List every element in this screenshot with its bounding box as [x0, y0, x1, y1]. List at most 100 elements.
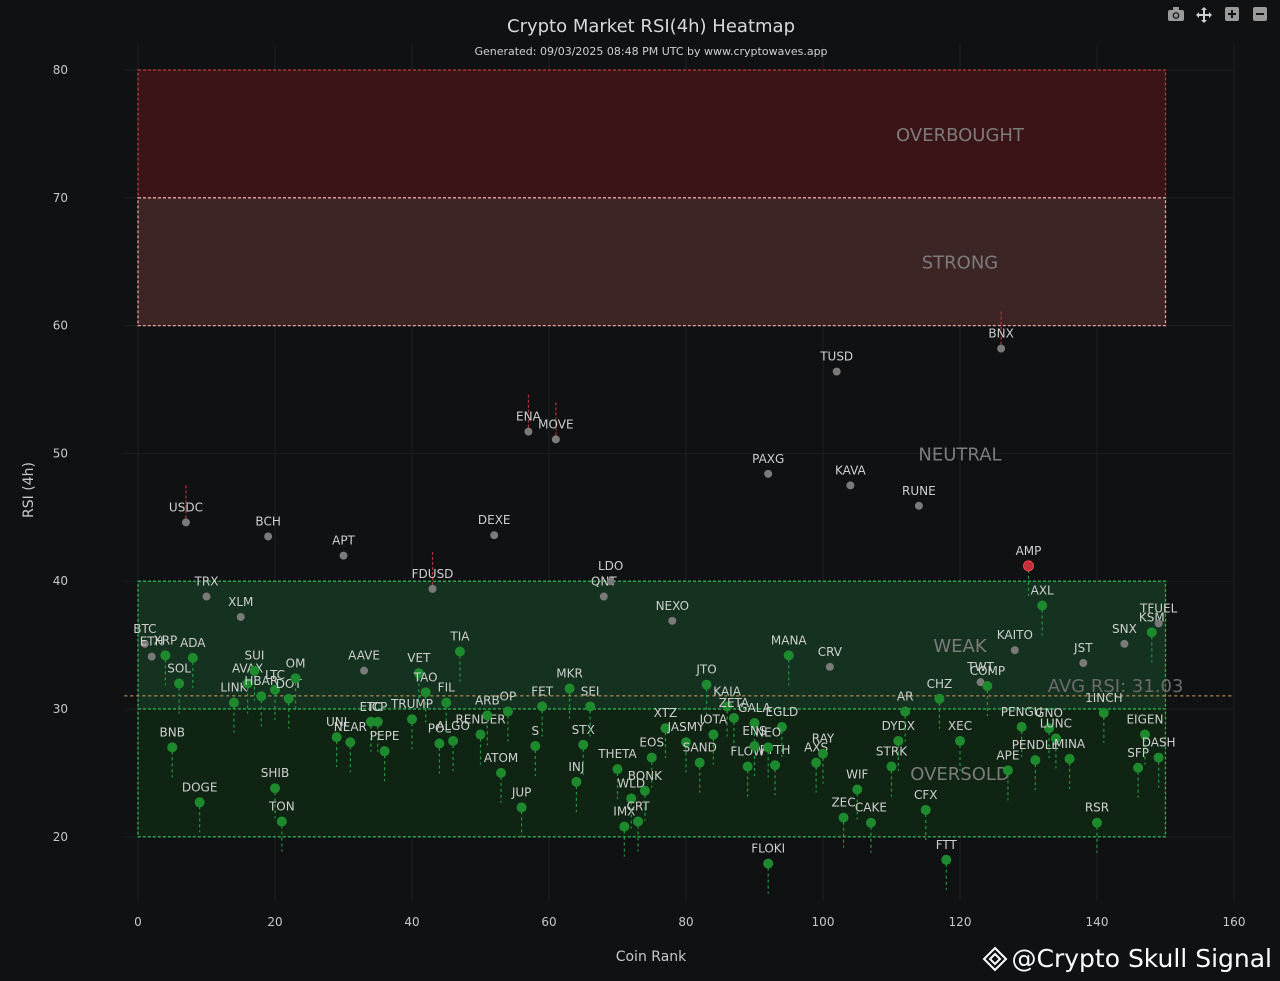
point-label-ar: AR [897, 690, 914, 704]
point-pengu [1016, 721, 1027, 732]
point-sfp [1133, 762, 1144, 773]
point-label-fet: FET [531, 684, 553, 698]
point-label-1inch: 1INCH [1085, 691, 1123, 705]
point-label-hbar: HBAR [244, 674, 278, 688]
point-near [345, 737, 356, 748]
point-label-btc: BTC [133, 622, 156, 636]
point-label-xrp: XRP [154, 633, 178, 647]
point-label-theta: THETA [597, 747, 637, 761]
point-theta [612, 764, 623, 775]
point-label-near: NEAR [334, 720, 367, 734]
point-op [502, 706, 513, 717]
point-label-ldo: LDO [598, 559, 623, 573]
point-etc [365, 716, 376, 727]
point-label-tusd: TUSD [819, 350, 853, 364]
point-zeta [728, 712, 739, 723]
point-label-doge: DOGE [182, 780, 218, 794]
point-label-rune: RUNE [902, 484, 936, 498]
point-label-crv: CRV [818, 645, 843, 659]
point-bonk [639, 785, 650, 796]
point-label-axl: AXL [1031, 583, 1054, 597]
point-ape [1002, 765, 1013, 776]
point-nexo [668, 616, 677, 625]
point-trx [202, 592, 211, 601]
point-label-floki: FLOKI [751, 842, 785, 856]
point-s [530, 741, 541, 752]
point-label-mina: MINA [1054, 737, 1086, 751]
point-doge [194, 797, 205, 808]
pan-icon[interactable] [1194, 6, 1214, 26]
point-xtz [660, 723, 671, 734]
point-aave [360, 666, 369, 675]
point-ksm [1146, 627, 1157, 638]
point-label-ton: TON [268, 799, 295, 813]
point-label-xtz: XTZ [654, 706, 678, 720]
point-sand [694, 757, 705, 768]
point-label-bch: BCH [255, 514, 280, 528]
point-label-amp: AMP [1016, 544, 1042, 558]
point-strk [886, 761, 897, 772]
point-imx [619, 821, 630, 832]
point-atom [496, 767, 507, 778]
point-label-inj: INJ [568, 760, 584, 774]
avg-rsi-line: AVG RSI: 31.03 [124, 676, 1232, 697]
point-kaito [1010, 646, 1019, 655]
point-cfx [920, 804, 931, 815]
avg-rsi-label: AVG RSI: 31.03 [1048, 676, 1184, 697]
point-qnt [599, 592, 608, 601]
point-crv [825, 662, 834, 671]
zoom-in-icon[interactable] [1222, 6, 1242, 26]
point-label-algo: ALGO [436, 719, 470, 733]
point-bnx [997, 344, 1006, 353]
point-label-move: MOVE [538, 417, 573, 431]
x-tick-label: 100 [812, 915, 835, 929]
point-kava [846, 481, 855, 490]
point-label-lunc: LUNC [1040, 716, 1072, 730]
point-amp [1023, 560, 1034, 572]
x-tick-label: 160 [1223, 915, 1246, 929]
point-move [551, 435, 560, 444]
point-ftt [941, 854, 952, 865]
camera-icon[interactable] [1166, 6, 1186, 26]
point-label-sei: SEI [581, 684, 600, 698]
point-label-xec: XEC [948, 719, 972, 733]
point-label-link: LINK [220, 681, 248, 695]
point-label-neo: NEO [755, 725, 781, 739]
point-tusd [832, 367, 841, 376]
x-tick-label: 0 [134, 915, 142, 929]
zone-label-neutral: NEUTRAL [918, 444, 1001, 465]
point-chz [934, 693, 945, 704]
point-label-eth: ETH [140, 635, 164, 649]
point-xlm [236, 612, 245, 621]
point-label-crt: CRT [626, 799, 650, 813]
point-label-pendle: PENDLE [1012, 738, 1059, 752]
point-arb [482, 710, 493, 721]
point-crt [633, 816, 644, 827]
point-label-twt: TWT [966, 660, 994, 674]
point-label-nexo: NEXO [656, 599, 689, 613]
point-label-jup: JUP [511, 785, 532, 799]
point-label-egld: EGLD [765, 705, 798, 719]
point-label-dydx: DYDX [882, 719, 915, 733]
point-label-fil: FIL [438, 681, 455, 695]
point-stx [578, 739, 589, 750]
chart-toolbar [1166, 6, 1270, 26]
x-tick-label: 20 [267, 915, 282, 929]
point-dot [283, 693, 294, 704]
watermark: @Crypto Skull Signal [982, 944, 1272, 973]
point-rune [914, 501, 923, 510]
point-label-eos: EOS [639, 736, 664, 750]
point-label-ada: ADA [180, 636, 206, 650]
point-label-ens: ENS [742, 724, 766, 738]
point-label-trx: TRX [194, 575, 219, 589]
x-tick-label: 120 [949, 915, 972, 929]
zone-label-overbought: OVERBOUGHT [896, 125, 1025, 146]
point-label-mana: MANA [771, 633, 808, 647]
point-link [228, 697, 239, 708]
point-label-paxg: PAXG [752, 452, 784, 466]
point-neo [763, 742, 774, 753]
zoom-out-icon[interactable] [1250, 6, 1270, 26]
point-jasmy [681, 737, 691, 748]
point-label-gno: GNO [1035, 706, 1063, 720]
y-tick-label: 20 [53, 830, 68, 844]
